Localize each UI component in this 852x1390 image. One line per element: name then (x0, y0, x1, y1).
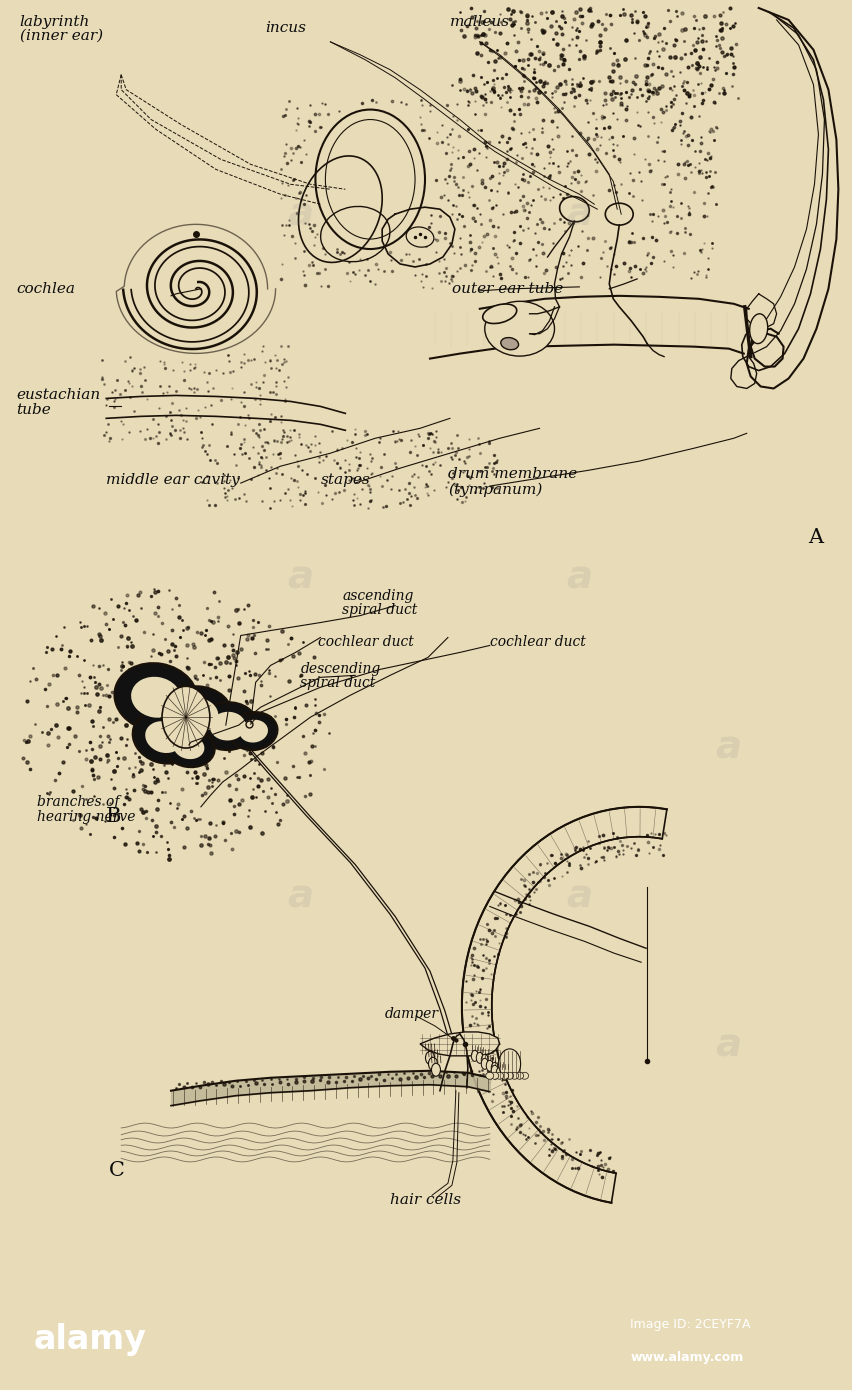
Text: tube: tube (16, 403, 51, 417)
Text: hair cells: hair cells (390, 1193, 461, 1208)
Text: malleus: malleus (450, 15, 510, 29)
Text: middle ear cavity: middle ear cavity (106, 473, 240, 486)
Ellipse shape (483, 304, 516, 324)
Text: a: a (567, 877, 592, 916)
Polygon shape (462, 806, 667, 1202)
Ellipse shape (431, 1063, 440, 1076)
Ellipse shape (425, 1051, 435, 1065)
Text: Image ID: 2CEYF7A: Image ID: 2CEYF7A (630, 1319, 751, 1332)
Ellipse shape (501, 1072, 509, 1079)
Ellipse shape (501, 338, 519, 350)
Ellipse shape (506, 1072, 514, 1079)
Ellipse shape (486, 1072, 493, 1079)
Ellipse shape (174, 735, 204, 759)
Text: descending: descending (301, 663, 381, 677)
Text: spiral duct: spiral duct (343, 603, 417, 617)
Ellipse shape (481, 1058, 488, 1069)
Ellipse shape (501, 1069, 508, 1080)
Ellipse shape (176, 698, 218, 733)
Text: C: C (109, 1161, 125, 1180)
Ellipse shape (515, 1072, 524, 1079)
Bar (2, 0, 850, 578)
Polygon shape (420, 1031, 500, 1056)
Ellipse shape (239, 720, 268, 742)
Text: (tympanum): (tympanum) (448, 482, 542, 498)
Ellipse shape (131, 677, 181, 717)
Ellipse shape (471, 1051, 478, 1062)
Bar (2, 866, 850, 1255)
Text: (inner ear): (inner ear) (20, 29, 103, 43)
Text: branches of: branches of (37, 795, 119, 809)
Ellipse shape (498, 1049, 521, 1079)
Text: a: a (287, 877, 314, 916)
Text: a: a (287, 195, 314, 234)
Ellipse shape (210, 712, 245, 741)
Ellipse shape (164, 727, 215, 767)
Ellipse shape (492, 1062, 498, 1073)
Ellipse shape (496, 1072, 504, 1079)
Ellipse shape (486, 1061, 493, 1072)
Text: A: A (809, 528, 824, 548)
Text: hearing nerve: hearing nerve (37, 810, 135, 824)
Text: incus: incus (266, 21, 307, 35)
Ellipse shape (406, 227, 434, 247)
Ellipse shape (481, 1055, 488, 1065)
Ellipse shape (750, 314, 768, 343)
Text: a: a (716, 728, 742, 766)
Ellipse shape (492, 1065, 498, 1076)
Text: a: a (567, 559, 592, 596)
Ellipse shape (161, 687, 233, 744)
Text: drum membrane: drum membrane (448, 467, 577, 481)
Text: a: a (567, 195, 592, 234)
Ellipse shape (162, 687, 210, 748)
Ellipse shape (491, 1072, 498, 1079)
Ellipse shape (560, 196, 590, 222)
Text: a: a (287, 559, 314, 596)
Ellipse shape (521, 1072, 528, 1079)
Text: alamy: alamy (34, 1323, 147, 1357)
Text: cochlear duct: cochlear duct (490, 635, 585, 649)
Ellipse shape (605, 203, 633, 225)
Text: cochlea: cochlea (16, 282, 76, 296)
Ellipse shape (133, 710, 195, 763)
Ellipse shape (230, 712, 278, 751)
Ellipse shape (198, 702, 257, 751)
Text: labyrinth: labyrinth (20, 15, 90, 29)
Text: eustachian: eustachian (16, 388, 101, 403)
Ellipse shape (429, 1058, 437, 1070)
Text: B: B (106, 808, 122, 826)
Ellipse shape (510, 1072, 519, 1079)
Ellipse shape (485, 302, 555, 356)
Text: outer ear tube: outer ear tube (452, 282, 563, 296)
Text: stapes: stapes (320, 473, 370, 486)
Ellipse shape (476, 1052, 483, 1063)
Text: a: a (716, 1027, 742, 1065)
Text: damper: damper (385, 1006, 439, 1022)
Ellipse shape (145, 721, 183, 753)
Text: ascending: ascending (343, 588, 414, 603)
Bar (2, 578, 850, 887)
Text: cochlear duct: cochlear duct (319, 635, 414, 649)
Text: spiral duct: spiral duct (301, 677, 376, 691)
Text: www.alamy.com: www.alamy.com (630, 1351, 744, 1365)
Ellipse shape (114, 663, 198, 731)
Ellipse shape (496, 1068, 504, 1079)
